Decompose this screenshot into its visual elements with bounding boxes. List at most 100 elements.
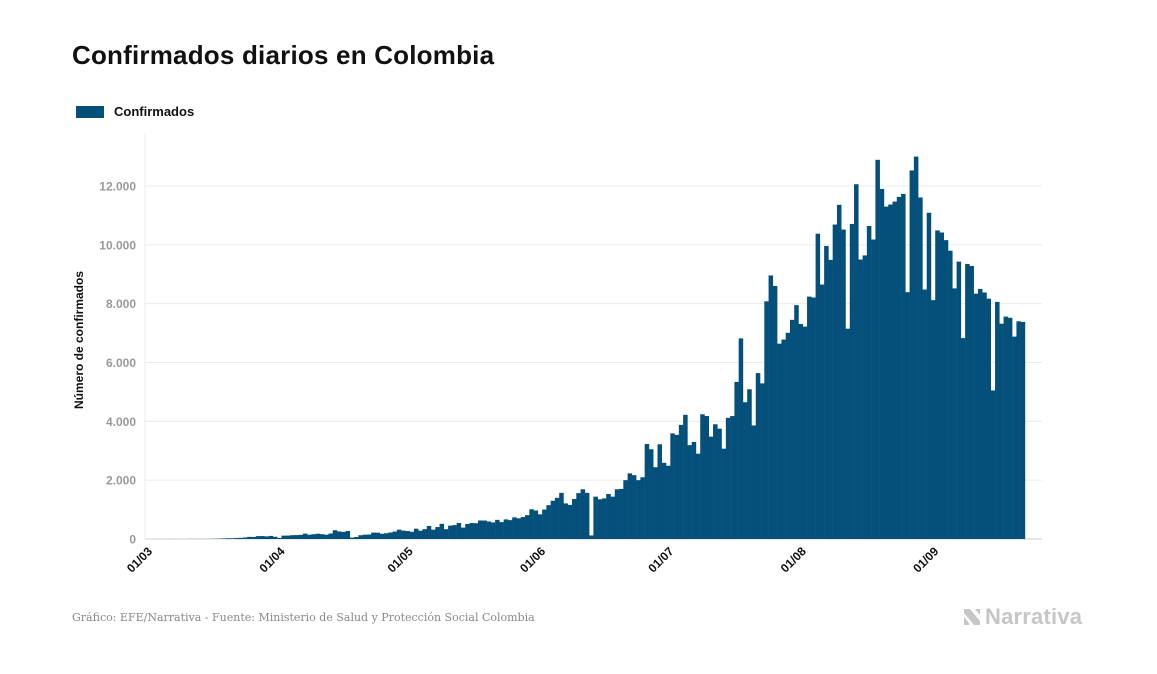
bar: [631, 475, 637, 539]
bar: [828, 259, 833, 539]
bar: [576, 493, 581, 539]
bar: [251, 536, 257, 539]
bar: [243, 537, 248, 539]
bar: [678, 424, 684, 539]
bar: [777, 343, 782, 539]
bar: [990, 390, 996, 539]
bar: [922, 289, 927, 539]
bar: [431, 529, 436, 539]
bar: [362, 534, 368, 539]
bar: [234, 538, 239, 539]
bar: [238, 537, 244, 539]
bar: [982, 292, 987, 539]
bar: [807, 296, 812, 539]
bar: [845, 328, 851, 539]
bar: [384, 533, 389, 539]
bar: [392, 531, 398, 539]
bar: [533, 510, 539, 539]
y-tick-label: 2.000: [106, 474, 136, 488]
bar: [550, 500, 556, 539]
legend: Confirmados: [76, 104, 194, 119]
bar: [781, 339, 786, 539]
bar: [290, 535, 295, 539]
legend-swatch: [76, 105, 104, 118]
bar: [619, 488, 624, 539]
bar: [409, 531, 415, 539]
bar: [371, 532, 376, 539]
bar: [315, 533, 321, 539]
bar: [747, 389, 752, 539]
bar: [422, 529, 427, 539]
x-tick-label: 01/04: [256, 544, 287, 575]
x-tick-label: 01/08: [778, 544, 809, 575]
bar: [691, 441, 697, 539]
bar: [499, 522, 504, 539]
bar: [785, 332, 791, 539]
y-tick-label: 12.000: [99, 180, 136, 194]
bar: [473, 523, 479, 539]
bar: [948, 250, 953, 539]
bar: [666, 465, 671, 539]
bar: [935, 230, 940, 540]
bar: [832, 224, 838, 540]
bar: [824, 246, 829, 539]
bar: [836, 204, 842, 539]
bar: [670, 433, 675, 539]
bar: [909, 170, 915, 539]
bar: [939, 232, 945, 540]
bar: [225, 538, 231, 539]
bar: [913, 156, 919, 539]
bar: [892, 201, 898, 539]
bar: [606, 493, 611, 539]
bar: [883, 206, 889, 539]
bar: [849, 223, 855, 539]
bar: [443, 529, 449, 539]
bar: [268, 535, 274, 539]
bar: [717, 428, 722, 539]
bar: [742, 402, 748, 539]
bar: [751, 425, 757, 539]
bar: [819, 284, 825, 539]
bar: [960, 338, 966, 539]
bar: [452, 525, 457, 539]
bar: [507, 520, 513, 539]
x-axis-ticks: 01/03 01/04 01/05 01/06 01/07 01/08 01/09: [124, 544, 942, 575]
brand-name: Narrativa: [985, 604, 1083, 629]
y-axis-ticks: 0 2.000 4.000 6.000 8.000 10.000 12.000: [99, 180, 136, 547]
bar: [930, 300, 936, 539]
bar: [277, 537, 282, 539]
bar: [349, 537, 355, 539]
bar: [426, 526, 432, 539]
bar: [798, 323, 804, 539]
y-tick-label: 10.000: [99, 238, 136, 252]
bar: [610, 496, 615, 539]
bar: [328, 533, 333, 539]
bar: [901, 193, 906, 539]
bar: [614, 489, 620, 539]
legend-label: Confirmados: [114, 104, 195, 119]
bar: [772, 286, 778, 539]
bar: [512, 517, 517, 539]
bar: [657, 444, 663, 539]
bar: [653, 467, 658, 539]
bar: [905, 292, 910, 539]
bar: [366, 534, 372, 539]
bar: [542, 509, 547, 539]
bar: [495, 519, 500, 539]
bar: [554, 497, 560, 539]
bar: [285, 535, 291, 539]
bars: [170, 156, 1026, 540]
bar: [589, 535, 594, 539]
bar: [704, 416, 710, 539]
bar: [503, 519, 509, 539]
bar: [738, 338, 744, 539]
bar: [439, 523, 445, 539]
bar: [597, 499, 603, 539]
bar: [755, 373, 761, 539]
bar: [760, 383, 765, 539]
bar: [973, 293, 979, 539]
bar: [725, 417, 731, 539]
bar: [272, 536, 278, 539]
bar: [926, 212, 932, 539]
bar: [354, 537, 359, 539]
